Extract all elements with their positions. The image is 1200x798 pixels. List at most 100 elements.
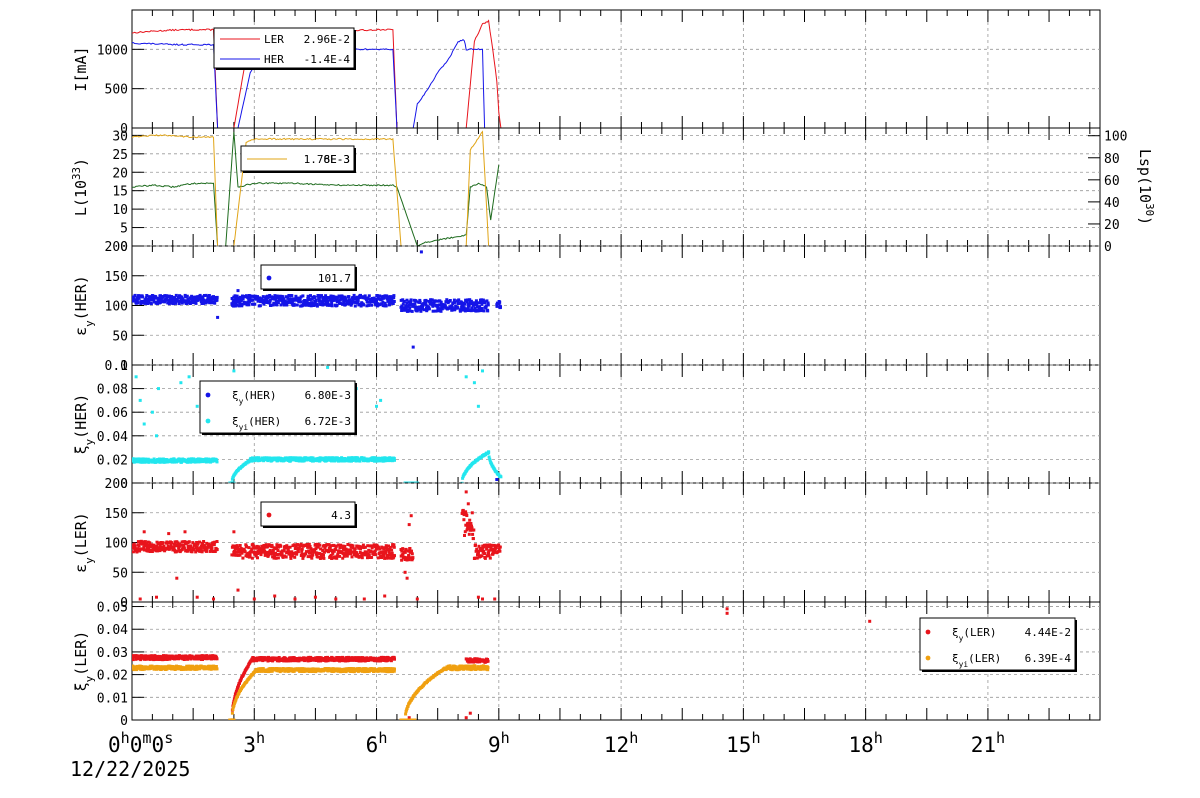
y-tick-label: 0.04	[97, 623, 128, 638]
data-point	[385, 546, 389, 550]
data-point	[474, 309, 478, 313]
data-point	[438, 303, 441, 307]
data-point	[254, 294, 258, 298]
data-point	[471, 308, 475, 312]
legend-box	[199, 380, 356, 434]
data-point	[496, 550, 500, 554]
data-point	[248, 554, 252, 557]
legend-value: 2.96E-2	[304, 33, 350, 46]
data-point	[359, 547, 362, 551]
data-point	[361, 551, 365, 555]
data-point	[133, 293, 137, 297]
legend-emit-ler: 4.3	[260, 501, 357, 528]
data-point	[232, 704, 236, 708]
data-point	[342, 552, 346, 556]
data-point	[498, 300, 502, 304]
data-point	[180, 295, 184, 299]
data-point	[497, 547, 501, 551]
data-point	[177, 548, 181, 552]
legend-box	[260, 501, 356, 527]
data-point	[474, 299, 478, 303]
data-point	[271, 548, 275, 552]
data-point	[293, 555, 297, 559]
data-point	[323, 546, 327, 550]
data-point	[300, 549, 304, 553]
data-point	[464, 512, 468, 516]
data-point	[453, 665, 457, 669]
data-point	[202, 540, 206, 543]
data-point	[417, 305, 421, 309]
data-point	[237, 298, 241, 302]
legend-label: ξy(HER)	[232, 389, 277, 406]
data-point	[188, 302, 192, 305]
data-point	[424, 303, 428, 307]
data-point	[330, 557, 334, 560]
data-point	[463, 302, 466, 306]
data-point	[471, 532, 475, 536]
legend-value: 101.7	[318, 272, 351, 285]
data-point	[392, 296, 396, 300]
data-point	[314, 299, 318, 302]
data-point	[350, 555, 354, 559]
data-point	[463, 534, 466, 537]
data-point	[212, 597, 215, 601]
legend-label: ξyi(HER)	[232, 415, 281, 432]
data-point	[341, 302, 344, 306]
y-axis-label: L(1033)	[70, 158, 91, 216]
data-point	[281, 301, 285, 305]
data-point	[260, 297, 264, 301]
data-point	[289, 556, 293, 560]
data-point	[309, 304, 313, 308]
plot-area	[132, 250, 502, 349]
data-point	[151, 654, 155, 658]
data-point	[370, 546, 374, 550]
data-point	[328, 303, 332, 307]
data-point	[375, 547, 379, 551]
data-point	[233, 552, 237, 556]
data-point	[155, 547, 159, 550]
data-point	[215, 295, 219, 299]
data-point	[273, 594, 277, 598]
data-point	[347, 551, 351, 555]
data-point	[241, 556, 245, 560]
data-point	[499, 305, 502, 309]
data-point	[403, 556, 406, 560]
data-point	[470, 511, 474, 515]
data-point	[307, 549, 311, 553]
data-point	[142, 422, 146, 426]
data-point	[337, 543, 341, 547]
data-point	[256, 295, 259, 299]
data-point	[486, 668, 490, 672]
data-point	[320, 294, 323, 298]
data-point	[407, 554, 411, 558]
data-point	[216, 315, 220, 319]
data-point	[187, 540, 191, 544]
data-point	[335, 556, 339, 560]
data-point	[162, 544, 166, 548]
data-point	[341, 295, 345, 299]
data-point	[413, 302, 417, 306]
data-point	[175, 576, 179, 580]
data-point	[383, 301, 387, 305]
data-point	[353, 547, 357, 551]
data-point	[231, 302, 235, 305]
data-point	[343, 544, 347, 548]
data-point	[210, 546, 214, 550]
data-point	[284, 295, 288, 299]
data-point	[308, 545, 312, 549]
data-point	[367, 553, 371, 557]
data-point	[315, 304, 319, 308]
data-point	[177, 295, 181, 299]
data-point	[199, 300, 203, 303]
data-point	[329, 544, 333, 548]
data-point	[285, 544, 289, 548]
data-point	[314, 543, 318, 546]
data-point	[388, 545, 392, 549]
data-point	[215, 458, 219, 462]
y-tick-label: 30	[112, 129, 128, 144]
data-point	[431, 309, 435, 313]
data-point	[213, 540, 217, 544]
series-points-1	[495, 478, 499, 481]
data-point	[210, 297, 214, 301]
data-point	[285, 303, 289, 307]
